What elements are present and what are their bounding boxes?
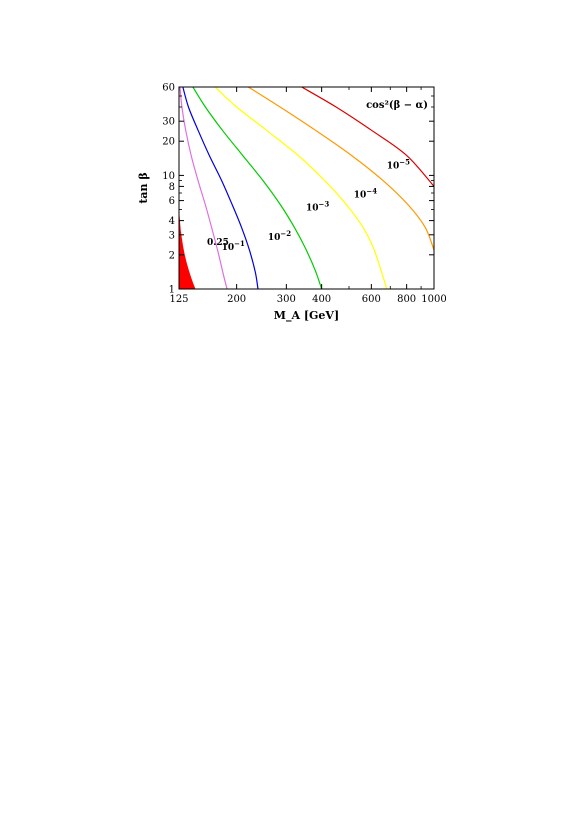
contour-label-1: 10−1 [222,239,245,253]
contour-line-1 [182,87,259,289]
x-axis-label: M_A [GeV] [274,309,339,323]
plot-layer [179,87,434,289]
x-tick-label-1: 200 [227,294,246,305]
y-tick-label-3: 4 [169,216,175,227]
contour-label-3: 10−3 [306,200,329,214]
axes-layer [178,86,435,290]
y-tick-label-0: 1 [169,285,175,296]
y-tick-label-2: 3 [169,230,175,241]
y-tick-label-5: 8 [169,182,175,193]
x-tick-label-5: 800 [397,294,416,305]
x-tick-label-4: 600 [362,294,381,305]
x-tick-label-0: 125 [169,294,188,305]
contour-label-0: 0.25 [207,238,229,248]
excluded-region [179,213,196,289]
contour-line-0 [179,87,228,289]
y-tick-label-1: 2 [169,250,175,261]
contour-line-5 [301,87,434,187]
contour-line-4 [248,87,434,251]
contour-line-3 [214,87,388,289]
y-tick-label-6: 10 [162,171,175,182]
contour-label-5: 10−5 [387,158,410,172]
plot-frame [178,86,435,290]
annotation-label: cos²(β − α) [366,100,428,111]
y-tick-label-4: 6 [169,196,175,207]
x-tick-label-3: 400 [312,294,331,305]
contour-label-2: 10−2 [268,229,291,243]
y-tick-label-9: 60 [162,83,175,94]
contour-label-4: 10−4 [354,186,377,200]
y-axis-label: tan β [137,172,150,203]
y-tick-label-8: 30 [162,117,175,128]
y-tick-label-7: 20 [162,137,175,148]
x-tick-label-6: 1000 [421,294,446,305]
x-tick-label-2: 300 [277,294,296,305]
contour-line-2 [192,87,323,289]
